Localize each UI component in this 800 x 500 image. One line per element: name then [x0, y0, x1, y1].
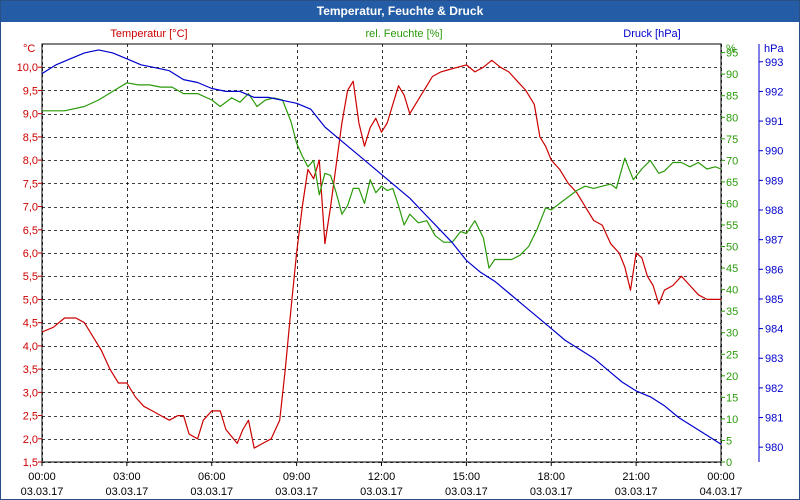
time-tick-label: 00:00: [28, 471, 56, 483]
temperature-tick-label: 1,5: [23, 457, 38, 469]
time-axis: 00:00 03.03.17 03:00 03.03.17 06:00 03.03.17 0…: [21, 462, 743, 498]
temperature-tick-label: 3,5: [23, 364, 38, 376]
temperature-tick-label: 5,5: [23, 271, 38, 283]
date-tick-label: 03.03.17: [190, 486, 233, 498]
pressure-tick-label: 992: [765, 86, 783, 98]
humidity-tick-label: 10: [726, 414, 738, 426]
pressure-tick-label: 982: [765, 383, 783, 395]
grid-lines: [42, 44, 722, 463]
humidity-tick-label: 20: [726, 371, 738, 383]
humidity-axis-label: rel. Feuchte [%]: [365, 28, 442, 40]
humidity-tick-label: 25: [726, 349, 738, 361]
date-tick-label: 04.03.17: [700, 486, 743, 498]
temperature-tick-label: 2,5: [23, 411, 38, 423]
humidity-tick-label: 80: [726, 112, 738, 124]
date-tick-label: 03.03.17: [530, 486, 573, 498]
time-tick-label: 12:00: [368, 471, 396, 483]
humidity-tick-label: 85: [726, 91, 738, 103]
temperature-tick-label: 7,5: [23, 178, 38, 190]
pressure-tick-label: 981: [765, 413, 783, 425]
pressure-tick-label: 991: [765, 116, 783, 128]
humidity-tick-label: 55: [726, 220, 738, 232]
humidity-tick-label: 45: [726, 263, 738, 275]
humidity-tick-label: 40: [726, 285, 738, 297]
temperature-tick-label: 5,0: [23, 294, 38, 306]
date-tick-label: 03.03.17: [275, 486, 318, 498]
pressure-tick-label: 986: [765, 264, 783, 276]
window-title: Temperatur, Feuchte & Druck: [1, 1, 799, 22]
time-tick-label: 06:00: [198, 471, 226, 483]
temperature-tick-label: 8,5: [23, 132, 38, 144]
humidity-tick-label: 50: [726, 242, 738, 254]
temperature-tick-label: 2,0: [23, 434, 38, 446]
temperature-axis-label: Temperatur [°C]: [110, 28, 187, 40]
pressure-unit: hPa: [764, 43, 784, 55]
humidity-line: [42, 82, 722, 269]
date-tick-label: 03.03.17: [105, 486, 148, 498]
pressure-axis-label: Druck [hPa]: [623, 28, 680, 40]
pressure-tick-label: 989: [765, 175, 783, 187]
pressure-tick-label: 980: [765, 442, 783, 454]
humidity-tick-label: 65: [726, 177, 738, 189]
temperature-tick-label: 4,5: [23, 318, 38, 330]
time-tick-label: 15:00: [453, 471, 481, 483]
temperature-line: [41, 59, 721, 449]
pressure-tick-label: 988: [765, 205, 783, 217]
pressure-tick-label: 993: [765, 57, 783, 69]
time-tick-label: 03:00: [113, 471, 141, 483]
pressure-tick-label: 983: [765, 353, 783, 365]
humidity-tick-label: 70: [726, 155, 738, 167]
temperature-tick-label: 9,0: [23, 109, 38, 121]
pressure-tick-label: 984: [765, 324, 783, 336]
temperature-tick-label: 6,0: [23, 248, 38, 260]
time-tick-label: 21:00: [622, 471, 650, 483]
humidity-tick-label: 15: [726, 392, 738, 404]
date-tick-label: 03.03.17: [360, 486, 403, 498]
humidity-tick-label: 95: [726, 48, 738, 60]
series-group: [41, 49, 722, 449]
pressure-tick-label: 985: [765, 294, 783, 306]
humidity-tick-label: 90: [726, 69, 738, 81]
pressure-tick-label: 990: [765, 146, 783, 158]
date-tick-label: 03.03.17: [445, 486, 488, 498]
temperature-tick-label: 8,0: [23, 155, 38, 167]
temperature-axis: 1,5 2,0 2,5 3,0 3,5 4,0 4,5 5,0 5,5 6,0 6,5 7,0 7,5 8…: [17, 62, 42, 469]
time-tick-label: 00:00: [707, 471, 735, 483]
pressure-line: [41, 49, 722, 445]
time-tick-label: 09:00: [283, 471, 311, 483]
temperature-tick-label: 7,0: [23, 202, 38, 214]
humidity-unit: %: [726, 43, 736, 55]
temperature-tick-label: 4,0: [23, 341, 38, 353]
humidity-tick-label: 75: [726, 134, 738, 146]
pressure-axis: 980 981 982 983 984 985 986 987 988 989 990 991 992 9…: [758, 44, 783, 462]
humidity-tick-label: 0: [726, 457, 732, 469]
temperature-unit: °C: [23, 43, 35, 55]
pressure-tick-label: 987: [765, 235, 783, 247]
humidity-tick-label: 5: [726, 435, 732, 447]
humidity-axis: 0 5 10 15 20 25 30 35 40 45 50 55 60 65 70 75 80 85 90 95: [721, 48, 738, 469]
humidity-tick-label: 60: [726, 198, 738, 210]
temperature-tick-label: 6,5: [23, 225, 38, 237]
temperature-tick-label: 9,5: [23, 85, 38, 97]
date-tick-label: 03.03.17: [615, 486, 658, 498]
temperature-tick-label: 3,0: [23, 387, 38, 399]
time-tick-label: 18:00: [537, 471, 565, 483]
date-tick-label: 03.03.17: [21, 486, 64, 498]
temperature-tick-label: 10,0: [17, 62, 38, 74]
humidity-tick-label: 30: [726, 328, 738, 340]
humidity-tick-label: 35: [726, 306, 738, 318]
